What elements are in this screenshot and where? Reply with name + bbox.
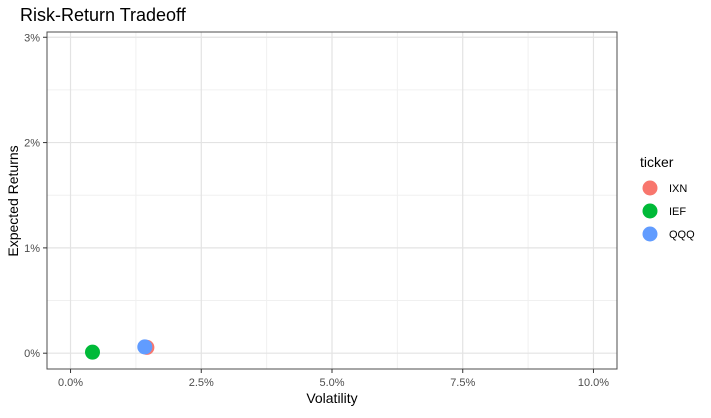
y-tick-label: 0% [24, 348, 40, 360]
data-points [84, 339, 155, 360]
legend-key-ixn [642, 180, 658, 196]
x-tick-label: 0.0% [58, 377, 83, 389]
x-tick-label: 7.5% [450, 377, 475, 389]
x-axis-title: Volatility [306, 390, 357, 406]
x-tick-label: 5.0% [319, 377, 344, 389]
legend-label-qqq: QQQ [669, 229, 695, 241]
legend-key-qqq [642, 226, 658, 242]
legend-key-ief [642, 203, 658, 219]
data-point-ief [84, 344, 100, 360]
y-tick-label: 1% [24, 243, 40, 255]
legend: ticker IXN IEF QQQ [640, 154, 695, 242]
data-point-qqq [137, 339, 153, 355]
chart-title: Risk-Return Tradeoff [20, 5, 187, 25]
y-tick-label: 3% [24, 32, 40, 44]
legend-label-ixn: IXN [669, 183, 687, 195]
y-tick-label: 2% [24, 138, 40, 150]
plot-panel [46, 31, 618, 370]
x-tick-label: 2.5% [189, 377, 214, 389]
y-axis: 0% 1% 2% 3% [24, 32, 47, 360]
x-tick-label: 10.0% [578, 377, 609, 389]
legend-label-ief: IEF [669, 206, 686, 218]
x-axis: 0.0% 2.5% 5.0% 7.5% 10.0% [58, 369, 609, 389]
y-axis-title: Expected Returns [5, 145, 21, 256]
legend-title: ticker [640, 154, 674, 170]
